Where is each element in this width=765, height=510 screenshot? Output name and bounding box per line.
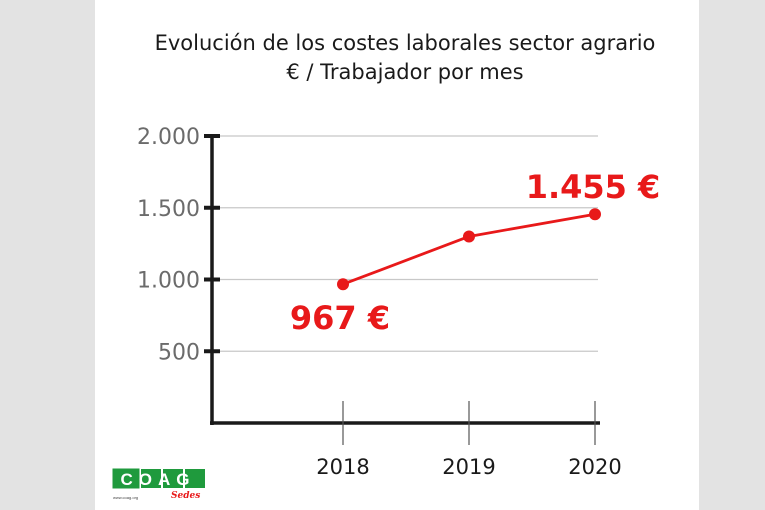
- x-tick-label: 2018: [316, 455, 369, 479]
- chart-subtitle: € / Trabajador por mes: [286, 60, 523, 84]
- data-point: [463, 230, 475, 243]
- y-tick-label: 500: [158, 340, 200, 365]
- y-tick-label: 2.000: [137, 125, 200, 150]
- data-label: 1.455 €: [526, 168, 661, 206]
- series: [337, 208, 601, 291]
- y-tick-label: 1.000: [137, 269, 200, 294]
- gridlines: [212, 135, 598, 352]
- series-line: [342, 212, 596, 286]
- axes: [204, 134, 600, 445]
- data-label: 967 €: [290, 299, 390, 337]
- data-point: [589, 208, 601, 221]
- data-labels: 967 € 1.455 €: [290, 168, 660, 337]
- logo-text: COAG: [121, 470, 196, 489]
- logo-url: www.coag.org: [113, 495, 138, 500]
- y-tick-labels: 2.000 1.500 1.000 500: [137, 125, 200, 365]
- x-tick-label: 2019: [442, 455, 495, 479]
- data-point: [337, 278, 349, 291]
- y-tick-label: 1.500: [137, 197, 200, 222]
- coag-logo: COAG Sedes www.coag.org: [112, 468, 205, 501]
- x-tick-labels: 2018 2019 2020: [316, 455, 621, 479]
- chart-title: Evolución de los costes laborales sector…: [155, 31, 656, 55]
- chart-card: [95, 0, 699, 510]
- x-tick-label: 2020: [568, 455, 621, 479]
- logo-tagline: Sedes: [171, 491, 200, 501]
